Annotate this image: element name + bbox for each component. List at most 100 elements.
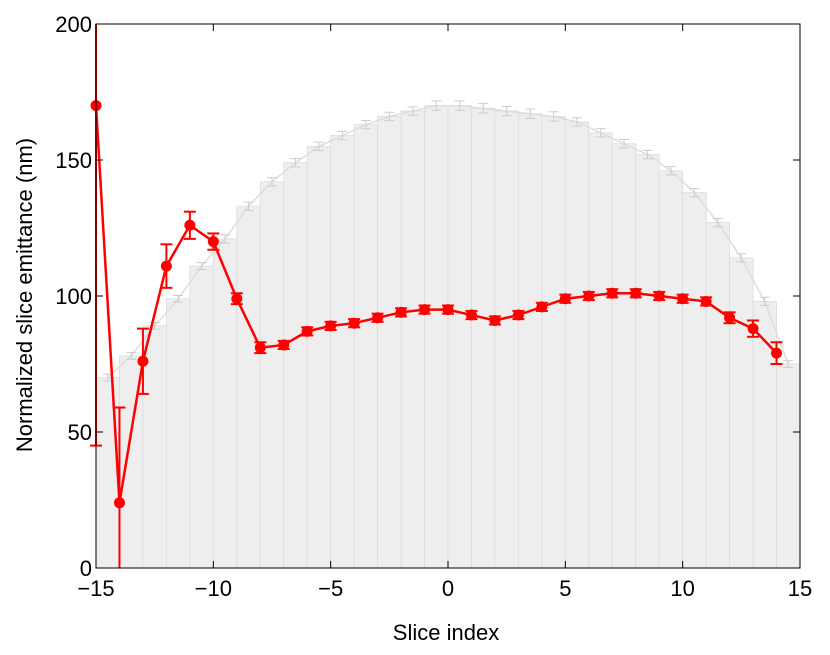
y-tick-label: 0	[80, 556, 92, 581]
bar	[306, 145, 332, 569]
bar-errorbar	[759, 296, 770, 307]
bar-errorbar	[665, 166, 676, 176]
bar-errorbar	[360, 119, 371, 130]
bar	[658, 170, 684, 569]
bar-errorbar	[642, 149, 653, 160]
data-point	[278, 339, 290, 351]
bar-errorbar	[337, 130, 348, 141]
bar	[189, 265, 214, 569]
data-point	[207, 236, 219, 248]
bar-errorbar	[501, 105, 512, 117]
bar	[283, 162, 308, 569]
bar	[635, 154, 660, 569]
bar-errorbar	[712, 217, 723, 228]
y-tick-label: 50	[68, 420, 92, 445]
bar	[611, 143, 637, 569]
y-tick-label: 100	[55, 284, 92, 309]
bar-errorbar	[384, 111, 395, 122]
x-tick-label: 0	[442, 576, 454, 601]
data-point	[677, 293, 689, 305]
data-point	[630, 287, 642, 299]
data-point	[489, 314, 501, 326]
bar	[588, 132, 613, 569]
data-point	[301, 325, 313, 337]
y-axis-title: Normalized slice emittance (nm)	[12, 138, 37, 452]
bar	[330, 135, 355, 569]
bar-errorbar	[548, 111, 559, 122]
data-point	[512, 309, 524, 321]
data-point	[395, 306, 407, 318]
data-point	[583, 290, 595, 302]
bar	[400, 110, 425, 569]
bar	[236, 205, 261, 569]
bar	[447, 105, 472, 569]
data-point	[254, 342, 266, 354]
bar	[424, 105, 449, 569]
series-errorbar	[113, 406, 126, 568]
x-tick-label: 15	[788, 576, 812, 601]
x-tick-label: −5	[318, 576, 343, 601]
bar-errorbar	[689, 187, 700, 198]
data-point	[700, 295, 712, 307]
bar	[494, 110, 519, 569]
bar	[165, 298, 191, 569]
y-tick-label: 200	[55, 12, 92, 37]
data-point	[653, 290, 665, 302]
data-point	[231, 293, 243, 305]
bar	[471, 107, 496, 569]
bar-errorbar	[407, 106, 418, 116]
data-point	[184, 219, 196, 231]
bar-errorbar	[126, 351, 137, 360]
data-point	[606, 287, 618, 299]
bar	[377, 116, 402, 569]
bar	[729, 257, 754, 569]
x-tick-label: 10	[670, 576, 694, 601]
bar	[259, 181, 285, 569]
data-point	[325, 320, 337, 332]
bar	[564, 121, 590, 569]
bar	[518, 113, 543, 569]
bar	[682, 192, 707, 569]
x-tick-label: −10	[195, 576, 232, 601]
data-point	[747, 323, 759, 335]
bar	[541, 116, 566, 569]
bar	[776, 363, 801, 569]
bar-errorbar	[173, 294, 184, 303]
bar-errorbar	[196, 262, 207, 270]
bar	[95, 377, 120, 569]
x-axis-title: Slice index	[393, 620, 499, 645]
bar	[705, 222, 731, 569]
bar-errorbar	[220, 234, 231, 244]
x-tick-label: −15	[77, 576, 114, 601]
y-tick-label: 150	[55, 148, 92, 173]
bar	[353, 124, 378, 569]
bar-errorbar	[267, 177, 277, 187]
data-point	[442, 304, 454, 316]
data-point	[771, 347, 783, 359]
x-tick-label: 5	[559, 576, 571, 601]
bar-errorbars-layer	[102, 100, 794, 382]
data-point	[465, 309, 477, 321]
data-point	[536, 301, 548, 313]
bar-errorbar	[478, 103, 489, 114]
bar-errorbar	[454, 100, 465, 111]
data-point	[160, 260, 172, 272]
bar-errorbar	[243, 201, 254, 211]
data-point	[137, 355, 149, 367]
data-point	[559, 293, 571, 305]
bars-layer	[95, 105, 801, 569]
data-point	[372, 312, 384, 324]
data-point	[348, 317, 360, 329]
data-point	[419, 304, 431, 316]
bar-errorbar	[431, 100, 442, 111]
bar-errorbar	[313, 141, 324, 152]
bar-errorbar	[572, 117, 583, 127]
bar-errorbar	[290, 158, 301, 168]
data-point	[724, 312, 736, 324]
bar-errorbar	[736, 253, 747, 263]
bar-errorbar	[783, 360, 794, 368]
bar-errorbar	[595, 128, 606, 138]
bar-errorbar	[525, 108, 536, 119]
